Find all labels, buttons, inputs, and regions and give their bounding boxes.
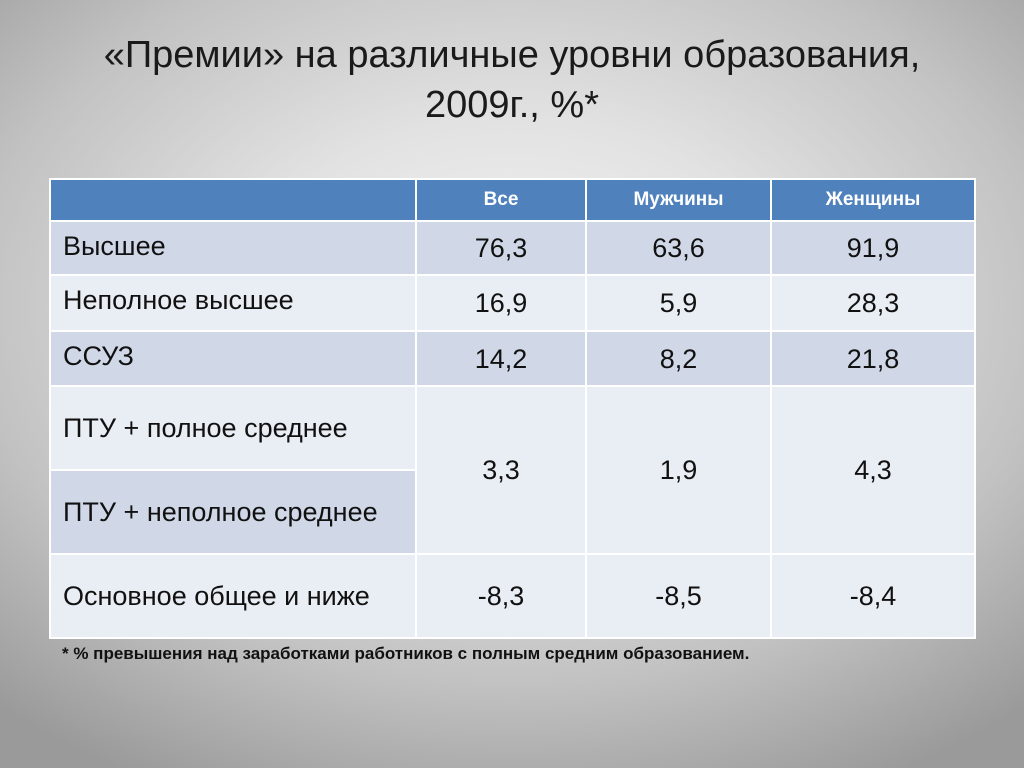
- header-empty-cell: [49, 178, 417, 222]
- header-women: Женщины: [770, 178, 976, 222]
- table-row: Основное общее и ниже -8,3 -8,5 -8,4: [49, 553, 976, 639]
- header-men: Мужчины: [585, 178, 772, 222]
- education-premium-table: Все Мужчины Женщины Высшее 76,3 63,6 91,…: [49, 178, 976, 639]
- table-row: ССУЗ 14,2 8,2 21,8: [49, 330, 976, 387]
- cell-women: 28,3: [770, 274, 976, 332]
- cell-men: -8,5: [585, 553, 772, 639]
- slide-title-line-1: «Премии» на различные уровни образования…: [103, 34, 921, 76]
- slide-title-line-2: 2009г., %*: [424, 84, 599, 126]
- table-row: ПТУ + неполное среднее: [49, 469, 975, 555]
- cell-women-merged: 4,3: [770, 385, 976, 555]
- table-header-row: Все Мужчины Женщины: [49, 178, 976, 222]
- cell-men-merged: 1,9: [585, 385, 772, 555]
- cell-all: 14,2: [415, 330, 587, 387]
- row-label: ССУЗ: [49, 330, 417, 387]
- cell-men: 5,9: [585, 274, 772, 332]
- row-label: ПТУ + неполное среднее: [49, 469, 417, 555]
- table-row: ПТУ + полное среднее 3,3 1,9 4,3: [49, 385, 976, 555]
- footnote: * % превышения над заработками работнико…: [62, 644, 750, 663]
- row-label: Неполное высшее: [49, 274, 417, 332]
- slide-title: «Премии» на различные уровни образования…: [80, 30, 944, 130]
- row-label: ПТУ + полное среднее: [49, 385, 417, 471]
- cell-men: 8,2: [585, 330, 772, 387]
- cell-women: -8,4: [770, 553, 976, 639]
- table-row: Неполное высшее 16,9 5,9 28,3: [49, 274, 976, 332]
- row-label: Основное общее и ниже: [49, 553, 417, 639]
- cell-all: 16,9: [415, 274, 587, 332]
- cell-all-merged: 3,3: [415, 385, 587, 555]
- cell-men: 63,6: [585, 220, 772, 276]
- table-row: Высшее 76,3 63,6 91,9: [49, 220, 976, 276]
- cell-women: 21,8: [770, 330, 976, 387]
- row-label: Высшее: [49, 220, 417, 276]
- cell-all: -8,3: [415, 553, 587, 639]
- header-all: Все: [415, 178, 587, 222]
- cell-women: 91,9: [770, 220, 976, 276]
- data-table-container: Все Мужчины Женщины Высшее 76,3 63,6 91,…: [49, 178, 976, 639]
- cell-all: 76,3: [415, 220, 587, 276]
